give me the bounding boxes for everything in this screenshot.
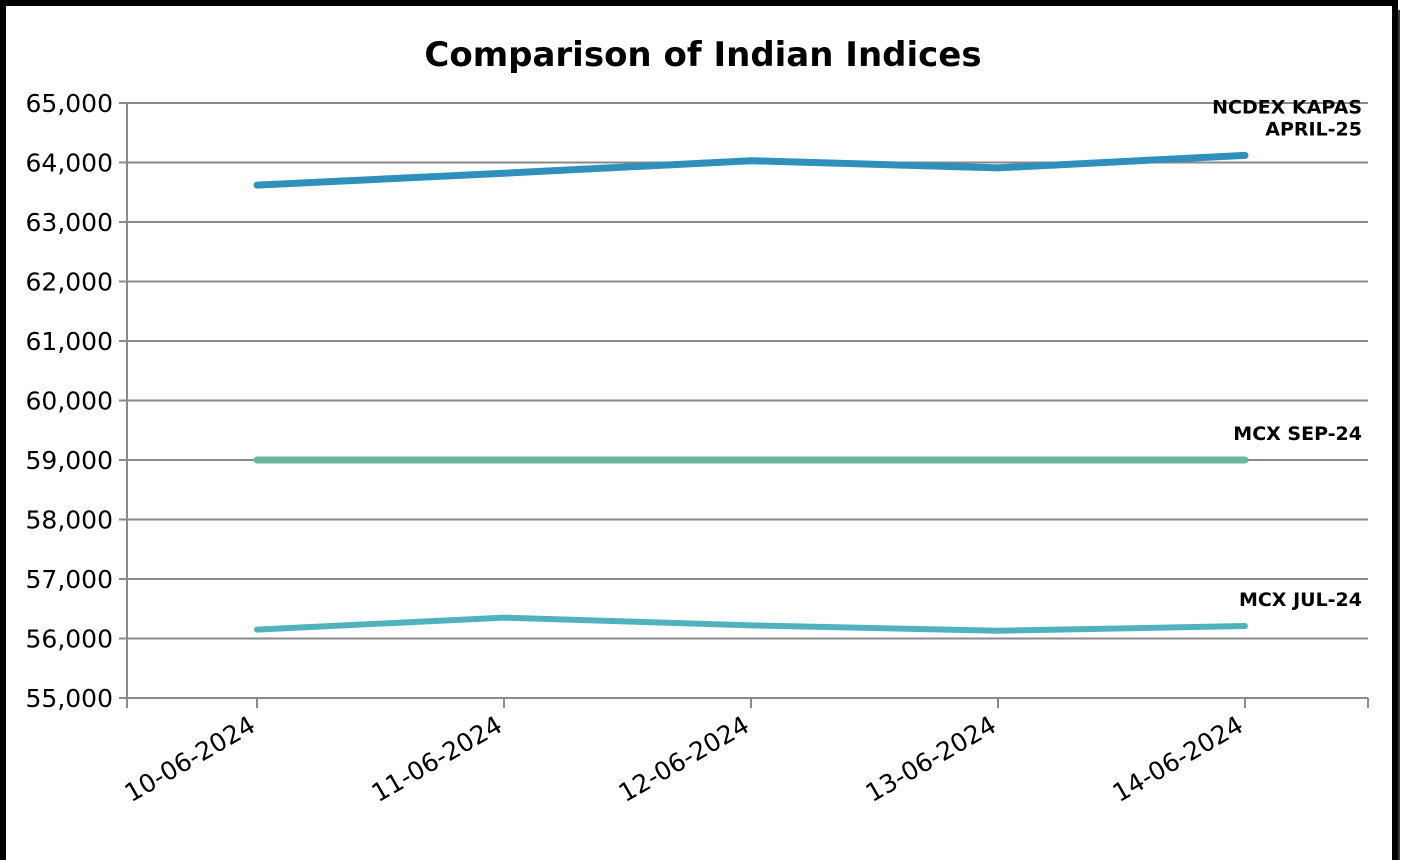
series-line — [254, 614, 1248, 634]
y-tick-label: 64,000 — [26, 149, 113, 178]
series-label: MCX SEP-24 — [1233, 423, 1362, 445]
series-label: NCDEX KAPAS — [1212, 96, 1362, 118]
y-tick-label: 57,000 — [26, 565, 113, 594]
y-tick-label: 59,000 — [26, 446, 113, 475]
y-tick-label: 63,000 — [26, 208, 113, 237]
axes — [119, 102, 1369, 708]
series-line — [253, 151, 1249, 189]
series-label: MCX JUL-24 — [1239, 589, 1362, 611]
y-tick-label: 56,000 — [26, 625, 113, 654]
y-tick-label: 62,000 — [26, 268, 113, 297]
y-tick-label: 60,000 — [26, 387, 113, 416]
y-tick-label: 65,000 — [26, 89, 113, 118]
y-axis-tick-labels: 55,000 56,000 57,000 58,000 59,000 60,000 61,0… — [26, 89, 113, 713]
y-tick-label: 58,000 — [26, 506, 113, 535]
series-label: APRIL-25 — [1265, 118, 1362, 140]
series-lines — [253, 151, 1249, 634]
y-tick-label: 61,000 — [26, 327, 113, 356]
chart-title: Comparison of Indian Indices — [424, 35, 981, 75]
y-tick-label: 55,000 — [26, 684, 113, 713]
